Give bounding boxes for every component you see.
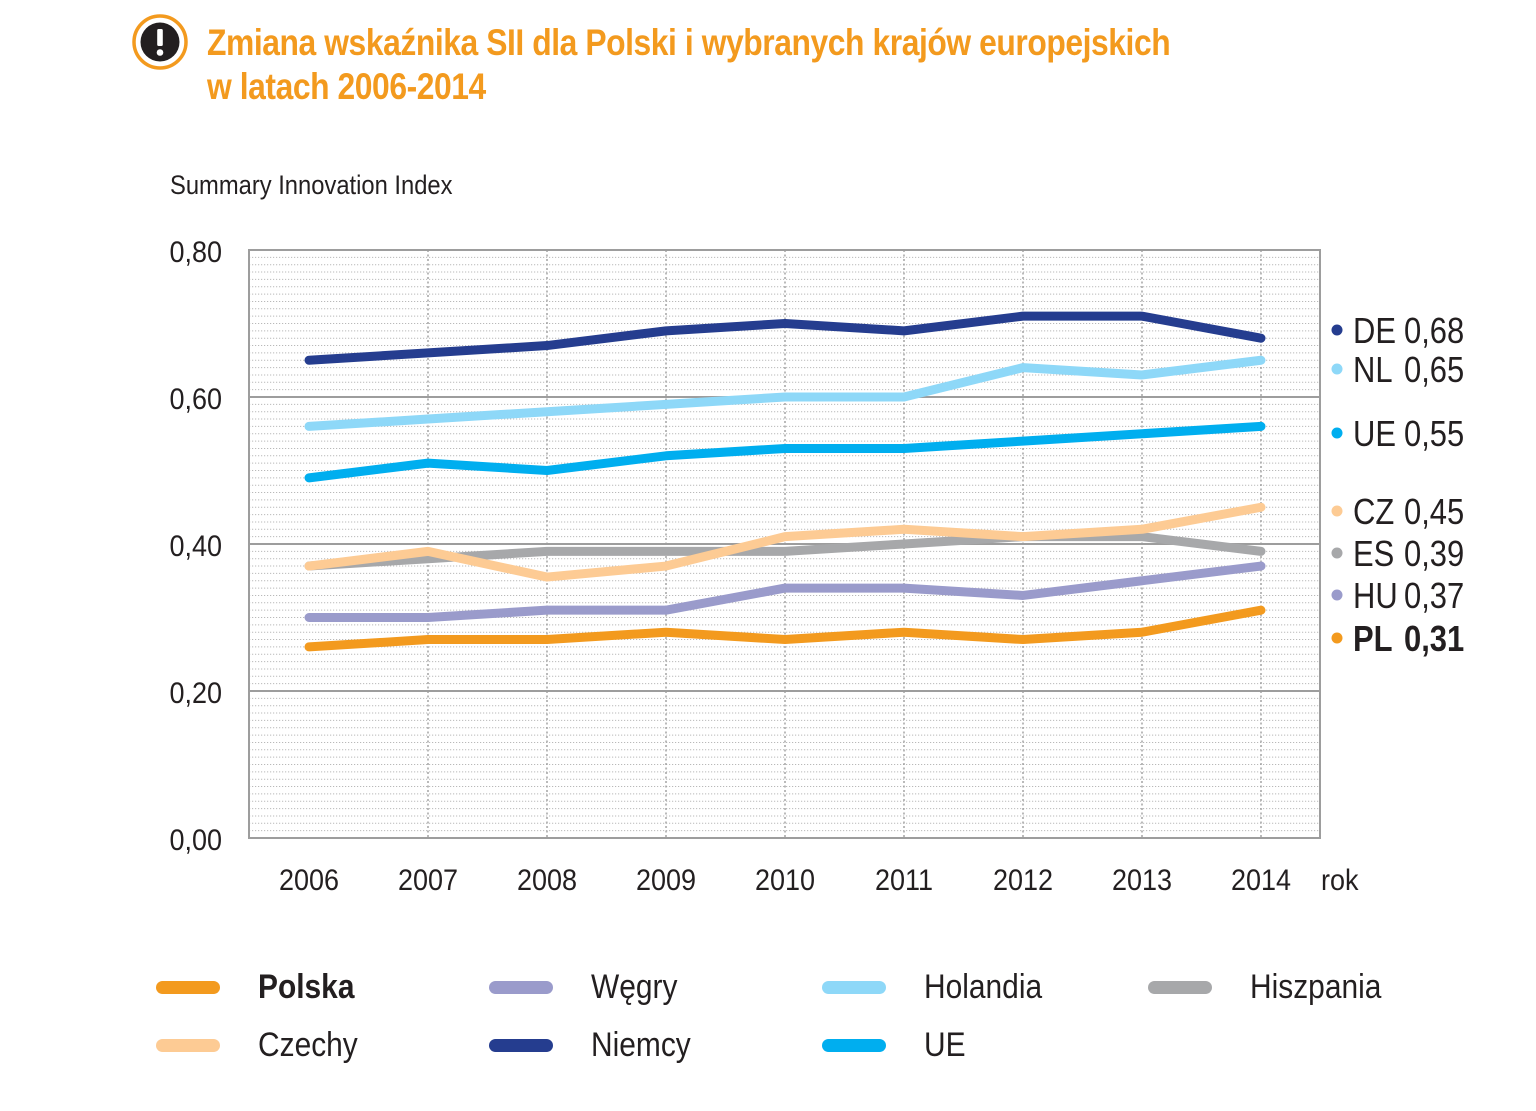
end-label-dot-pl [1331, 632, 1343, 644]
y-axis-title: Summary Innovation Index [170, 171, 453, 201]
grid [249, 250, 1320, 838]
series-lines [304, 311, 1266, 652]
x-tick-label: 2007 [398, 864, 458, 898]
axes: 0,00 0,20 0,40 0,60 0,80 2006 2007 2008 2009 2010… [169, 171, 1359, 898]
end-label-dot-ue [1331, 427, 1343, 439]
x-tick-label: 2011 [875, 864, 933, 898]
end-label-code-hu: HU [1353, 577, 1398, 617]
y-tick-label: 0,00 [169, 824, 222, 858]
chart-title-line-1: Zmiana wskaźnika SII dla Polski i wybran… [207, 22, 1171, 63]
end-label-value-pl: 0,31 [1404, 620, 1464, 660]
series-line-nl [304, 355, 1266, 431]
x-tick-label: 2012 [993, 864, 1053, 898]
end-label-dot-cz [1331, 505, 1343, 517]
end-label-value-cz: 0,45 [1404, 493, 1464, 533]
end-label-value-ue: 0,55 [1404, 415, 1464, 455]
x-tick-label: 2014 [1231, 864, 1291, 898]
y-tick-label: 0,40 [169, 530, 222, 564]
end-label-code-nl: NL [1353, 351, 1393, 391]
end-label-code-ue: UE [1353, 415, 1396, 455]
chart-title-line-2: w latach 2006-2014 [207, 66, 486, 107]
end-label-code-es: ES [1353, 535, 1394, 575]
end-label-dot-nl [1331, 363, 1343, 375]
end-label-code-pl: PL [1353, 620, 1393, 660]
exclamation-icon [132, 14, 188, 70]
plot-frame [248, 249, 1321, 839]
y-tick-label: 0,80 [169, 236, 222, 270]
x-axis-title: rok [1321, 864, 1359, 898]
series-line-hu [304, 561, 1266, 622]
end-label-value-de: 0,68 [1404, 312, 1464, 352]
end-label-value-hu: 0,37 [1404, 577, 1464, 617]
end-label-value-nl: 0,65 [1404, 351, 1464, 391]
end-label-value-es: 0,39 [1404, 535, 1464, 575]
series-line-ue [304, 421, 1266, 483]
x-tick-label: 2006 [279, 864, 339, 898]
end-label-dot-hu [1331, 589, 1343, 601]
y-tick-label: 0,20 [169, 677, 222, 711]
x-tick-label: 2010 [755, 864, 815, 898]
end-label-dot-de [1331, 324, 1343, 336]
x-tick-label: 2013 [1112, 864, 1172, 898]
x-tick-label: 2009 [636, 864, 696, 898]
end-label-dot-es [1331, 547, 1343, 559]
end-label-code-de: DE [1353, 312, 1396, 352]
end-label-code-cz: CZ [1353, 493, 1394, 533]
y-tick-label: 0,60 [169, 383, 222, 417]
x-tick-label: 2008 [517, 864, 577, 898]
